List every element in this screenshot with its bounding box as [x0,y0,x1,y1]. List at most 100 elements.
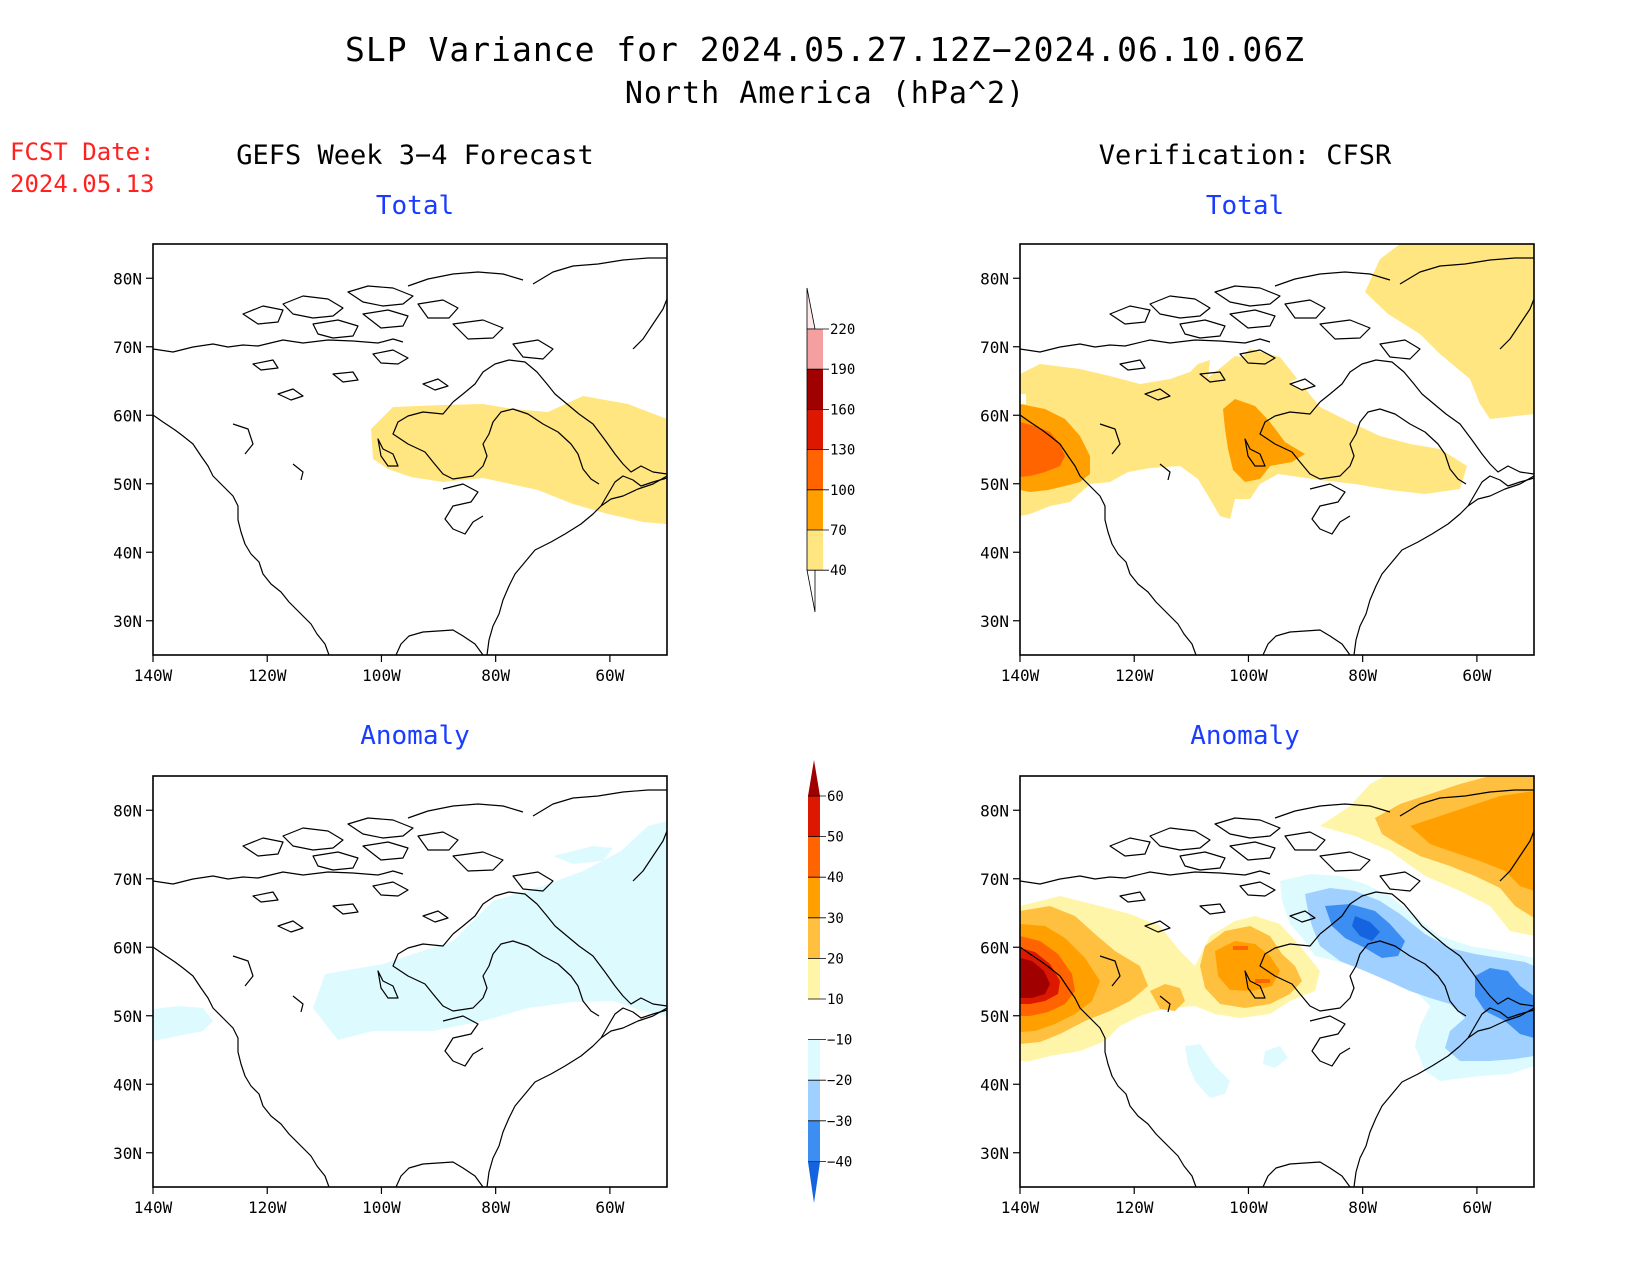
colorbar-anomaly-box [808,1039,820,1081]
lat-tick-label: 70N [113,870,142,889]
colorbar-anomaly-box [808,917,820,959]
lon-tick-label: 80W [1348,1198,1377,1217]
lon-tick-label: 80W [481,666,510,685]
shading-forecast-total [371,396,667,524]
lat-tick-label: 30N [113,1144,142,1163]
forecast-total-title: Total [375,191,455,221]
colorbar-total-label: 190 [830,362,855,378]
lon-tick-label: 120W [248,666,287,685]
colorbar-total-top-triangle [806,287,816,330]
main-title: SLP Variance for 2024.05.27.12Z−2024.06.… [345,30,1305,69]
colorbar-anomaly-label: 40 [827,870,844,886]
fcst-date-value: 2024.05.13 [10,170,155,198]
colorbar-total-label: 220 [830,322,855,338]
lat-tick-label: 40N [980,543,1009,562]
colorbar-total-box [807,449,823,490]
lon-tick-label: 100W [362,1198,401,1217]
lat-tick-label: 80N [113,269,142,288]
colorbar-total-box [807,530,823,571]
lon-tick-label: 100W [1229,666,1268,685]
lat-tick-label: 50N [980,475,1009,494]
colorbar-anomaly-box [808,1120,820,1162]
lat-tick-label: 60N [980,938,1009,957]
lon-tick-label: 140W [134,1198,173,1217]
map-verification-total [1019,243,1535,656]
lat-tick-label: 30N [980,612,1009,631]
colorbar-anomaly: 60 50 40 30 20 10 −10 −20 −30 −40 [808,760,852,1203]
colorbar-anomaly-label: 50 [827,830,844,846]
colorbar-anomaly-box [808,1080,820,1121]
map-forecast-total [152,243,668,656]
lat-tick-label: 40N [113,543,142,562]
lon-tick-label: 140W [134,666,173,685]
lat-tick-label: 30N [980,1144,1009,1163]
lon-tick-label: 140W [1001,1198,1040,1217]
colorbar-total-box [807,369,823,410]
colorbar-anomaly-bottom-triangle [808,1162,820,1203]
colorbar-total-bottom-triangle [806,569,816,613]
lon-tick-label: 140W [1001,666,1040,685]
colorbar-anomaly-box [808,836,820,878]
lat-tick-label: 80N [980,269,1009,288]
lat-tick-label: 50N [113,475,142,494]
colorbar-anomaly-label: −20 [827,1073,852,1089]
lat-tick-label: 50N [113,1007,142,1026]
shading-forecast-anomaly [153,821,667,1041]
lon-tick-label: 100W [1229,1198,1268,1217]
verification-anomaly-title: Anomaly [1190,721,1300,751]
lat-tick-label: 60N [980,406,1009,425]
lon-tick-label: 120W [1115,1198,1154,1217]
lat-tick-label: 60N [113,406,142,425]
forecast-anomaly-title: Anomaly [360,721,470,751]
main-subtitle: North America (hPa^2) [624,76,1026,111]
colorbar-total-label: 160 [830,402,855,418]
lon-tick-label: 80W [481,1198,510,1217]
lat-tick-label: 40N [113,1075,142,1094]
colorbar-anomaly-label: 30 [827,911,844,927]
colorbar-anomaly-label: 10 [827,992,844,1008]
colorbar-anomaly-box [808,796,820,837]
colorbar-anomaly-label: −30 [827,1114,852,1130]
lat-tick-label: 70N [980,870,1009,889]
lon-tick-label: 80W [1348,666,1377,685]
map-verification-anomaly [1019,775,1535,1188]
colorbar-anomaly-top-triangle [808,760,820,796]
colorbar-anomaly-label: −40 [827,1154,852,1170]
lat-tick-label: 50N [980,1007,1009,1026]
verification-column-heading: Verification: CFSR [1098,140,1392,171]
colorbar-total-box [807,329,823,370]
lat-tick-label: 80N [980,801,1009,820]
lat-tick-label: 70N [980,338,1009,357]
lon-tick-label: 120W [1115,666,1154,685]
lon-tick-label: 100W [362,666,401,685]
lon-tick-label: 120W [248,1198,287,1217]
lat-tick-label: 60N [113,938,142,957]
lon-tick-label: 60W [595,1198,624,1217]
colorbar-anomaly-label: 60 [827,789,844,805]
lon-tick-label: 60W [595,666,624,685]
lon-tick-label: 60W [1462,1198,1491,1217]
colorbar-total: 220 190 160 130 100 70 40 [806,287,855,613]
fcst-date-label: FCST Date: [10,138,155,166]
map-axes: 140W 120W 100W 80W 60W 80N 70N 60N 50N 40N 30N 140W… [113,269,1492,1217]
colorbar-total-label: 130 [830,443,855,459]
colorbar-anomaly-label: −10 [827,1033,852,1049]
colorbar-anomaly-label: 20 [827,951,844,967]
map-forecast-anomaly [152,775,668,1188]
lat-tick-label: 30N [113,612,142,631]
colorbar-anomaly-box [808,999,820,1040]
lat-tick-label: 40N [980,1075,1009,1094]
lat-tick-label: 80N [113,801,142,820]
colorbar-total-label: 40 [830,563,847,579]
colorbar-total-box [807,489,823,530]
lat-tick-label: 70N [113,338,142,357]
colorbar-anomaly-box [808,958,820,999]
lon-tick-label: 60W [1462,666,1491,685]
colorbar-anomaly-box [808,877,820,918]
colorbar-total-label: 70 [830,523,847,539]
forecast-column-heading: GEFS Week 3−4 Forecast [236,140,594,171]
shading-verification-anomaly [1020,776,1534,1098]
verification-total-title: Total [1205,191,1285,221]
colorbar-total-box [807,409,823,450]
